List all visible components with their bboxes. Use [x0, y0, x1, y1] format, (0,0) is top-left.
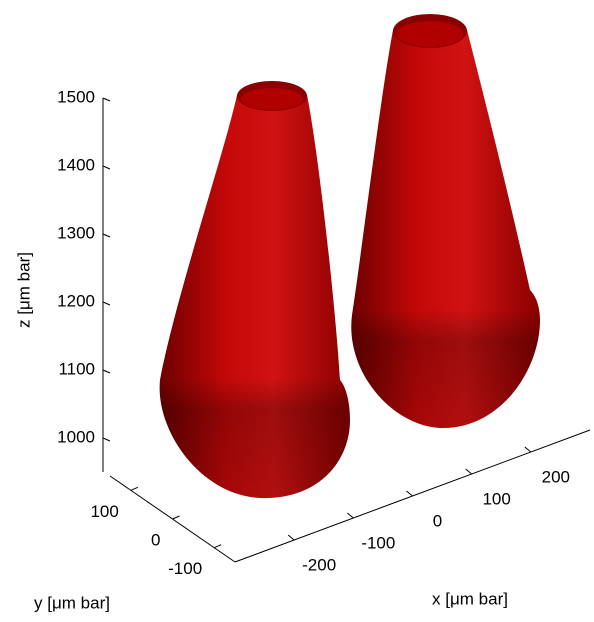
x-tick: [406, 490, 413, 497]
y-tick: [130, 486, 139, 491]
surface-patch: [159, 95, 350, 499]
z-tick-label: 1500: [57, 87, 95, 106]
x-tick-label: 0: [433, 511, 442, 530]
y-axis-label: y [μm bar]: [34, 593, 110, 612]
x-tick-label: -200: [302, 555, 336, 574]
y-tick: [172, 515, 180, 520]
z-tick: [102, 437, 111, 442]
y-tick-label: 100: [90, 502, 118, 521]
z-tick: [102, 97, 111, 102]
surface-left: [159, 81, 350, 499]
x-axis-label: x [μm bar]: [432, 589, 508, 608]
surface-right: [351, 14, 540, 429]
z-tick-label: 1200: [57, 291, 95, 310]
surface-patch: [241, 88, 303, 110]
z-tick-label: 1000: [57, 427, 95, 446]
surface-patch: [351, 30, 540, 429]
x-tick: [465, 468, 472, 475]
x-tick: [287, 534, 295, 541]
z-tick: [102, 233, 111, 238]
z-tick-label: 1100: [58, 359, 95, 378]
x-tick: [524, 446, 532, 453]
y-tick-label: -100: [168, 559, 202, 578]
surface-patch: [397, 21, 463, 47]
x-tick-label: 200: [542, 467, 570, 486]
y-tick-label: 0: [151, 530, 160, 549]
z-tick-label: 1300: [57, 223, 95, 242]
z-axis-label: z [μm bar]: [14, 252, 33, 328]
y-tick: [213, 544, 222, 549]
z-tick: [102, 165, 111, 170]
z-tick: [102, 369, 111, 374]
x-tick: [347, 512, 354, 519]
x-tick-label: -100: [361, 533, 395, 552]
z-tick: [102, 301, 111, 306]
z-tick-label: 1400: [57, 155, 95, 174]
x-tick-label: 100: [482, 489, 510, 508]
